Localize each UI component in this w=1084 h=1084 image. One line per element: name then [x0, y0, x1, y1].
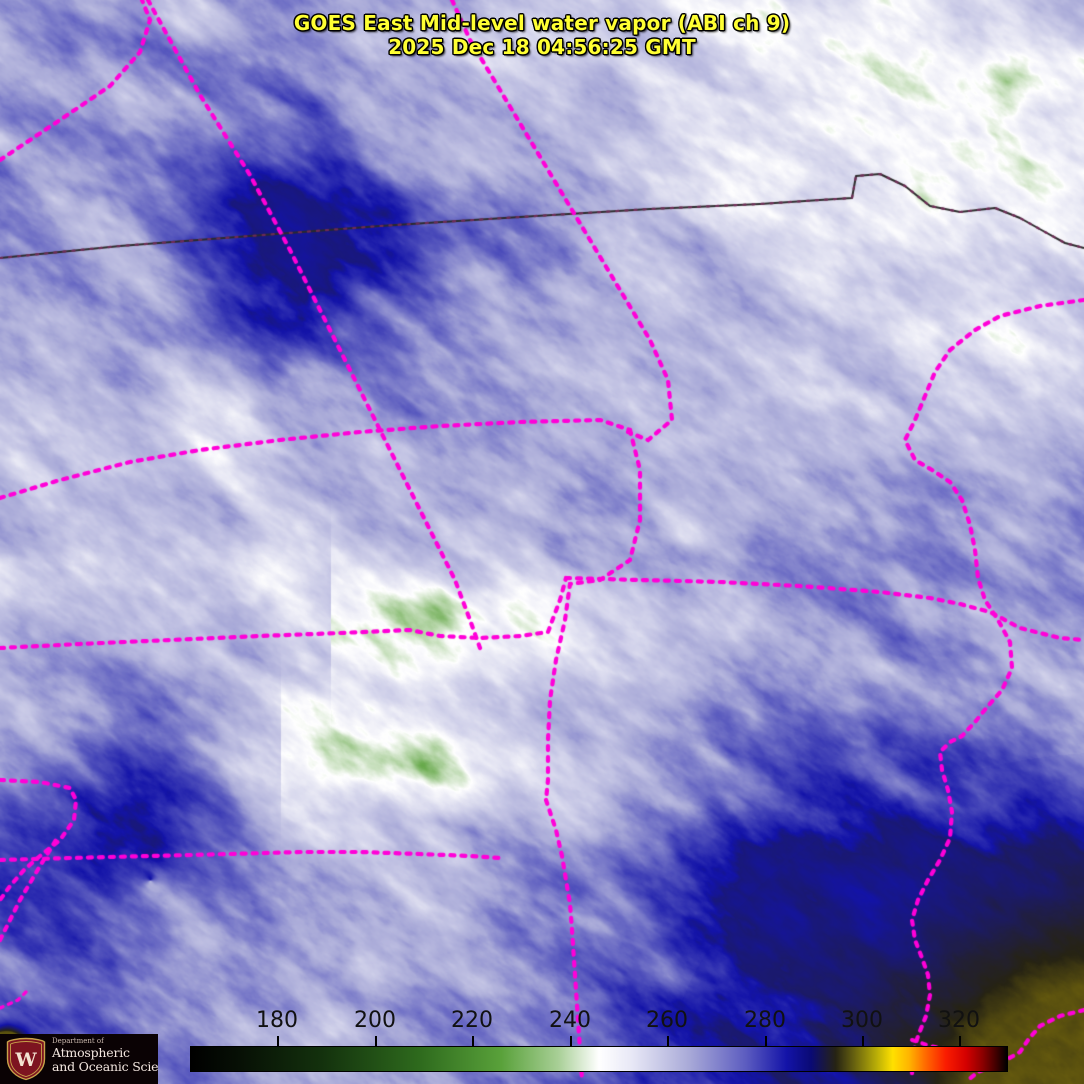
- svg-text:W: W: [14, 1049, 37, 1071]
- logo-name-line-2: and Oceanic Sciences: [52, 1059, 158, 1074]
- institution-logo: W Department of Atmospheric and Oceanic …: [0, 1034, 158, 1084]
- logo-text-block: Department of Atmospheric and Oceanic Sc…: [52, 1037, 158, 1074]
- logo-department-line: Department of: [52, 1037, 104, 1045]
- colorbar-gradient[interactable]: [190, 1046, 1008, 1072]
- uw-crest-icon: W: [6, 1037, 46, 1081]
- logo-name-line-1: Atmospheric: [52, 1045, 130, 1060]
